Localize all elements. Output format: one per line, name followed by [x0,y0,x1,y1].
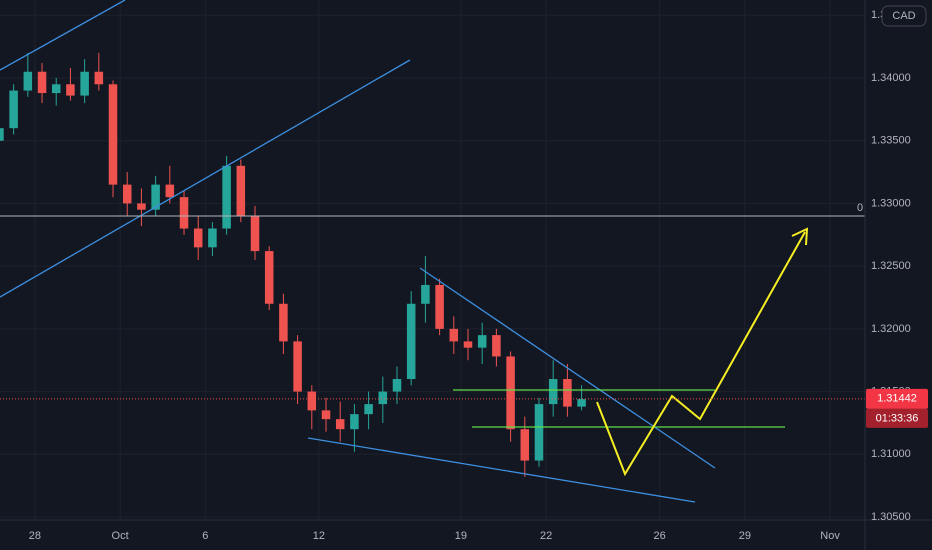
candle-body [23,71,33,91]
candle-body [37,71,47,94]
candle-body [9,90,18,129]
x-tick-label: Nov [820,530,840,542]
candle-body [378,391,388,405]
y-tick-label: 1.33500 [871,135,911,147]
candle-body [335,419,345,430]
last-price-label: 1.31442 [877,393,917,405]
candle-body [236,165,246,216]
currency-button[interactable] [881,5,927,27]
currency-label: CAD [892,10,915,22]
candle-body [350,414,359,430]
candle-body [563,379,572,407]
candle-body [548,379,558,405]
last-price-tag [866,388,928,409]
candle-body [222,165,231,229]
candle-body [477,335,487,348]
candle-body [364,404,373,415]
x-tick-label: 26 [654,530,666,542]
candle-body [577,399,586,407]
candle-body [534,404,544,461]
candle-body [51,84,61,94]
y-tick-label: 1.33000 [871,197,911,209]
candle-body [94,71,104,85]
drawings [0,0,809,503]
candle-body [520,429,530,461]
trend-line [0,0,126,71]
x-tick-label: 6 [202,530,208,542]
candle-body [0,128,4,141]
arrow-head [791,227,809,246]
candle-body [321,410,331,420]
candle-body [250,215,260,252]
y-tick-label: 1.32000 [871,323,911,335]
x-tick-label: 28 [29,530,41,542]
candle-body [179,197,189,229]
candle-body [193,228,203,248]
candle-body [264,251,274,304]
trend-line [307,437,696,503]
candle-body [80,71,89,96]
candle-body [463,341,473,348]
candle-body [506,356,515,430]
candle-body [421,284,430,304]
candle-body [435,284,444,329]
candle-body [151,184,160,210]
candle-body [307,391,317,411]
y-tick-label: 1.32500 [871,260,911,272]
x-tick-label: Oct [112,530,129,542]
overlay: 0 [0,202,865,400]
candle-body [293,341,302,392]
candle-body [208,228,217,248]
y-tick-label: 1.31000 [871,448,911,460]
y-tick-label: 1.34000 [871,72,911,84]
trend-line [419,267,716,469]
candle-body [492,335,501,357]
candle-body [449,328,459,342]
x-tick-label: 19 [455,530,467,542]
projection-path [596,231,806,477]
candle-body [108,84,118,185]
trend-line [0,59,411,298]
horizontal-line-label: 0 [857,202,863,214]
axes: 1.305001.310001.315001.320001.325001.330… [29,9,928,542]
candle-body [137,203,146,210]
x-tick-label: 12 [313,530,325,542]
candle-body [66,84,75,96]
y-tick-label: 1.30500 [871,511,911,523]
x-tick-label: 22 [540,530,552,542]
countdown-label: 01:33:36 [876,413,919,425]
x-tick-label: 29 [739,530,751,542]
candle-body [165,184,175,198]
candle-body [279,303,288,342]
countdown-tag [866,408,928,428]
candle-body [122,184,132,204]
candles [0,52,586,477]
candle-body [406,303,416,380]
candle-body [392,379,402,392]
